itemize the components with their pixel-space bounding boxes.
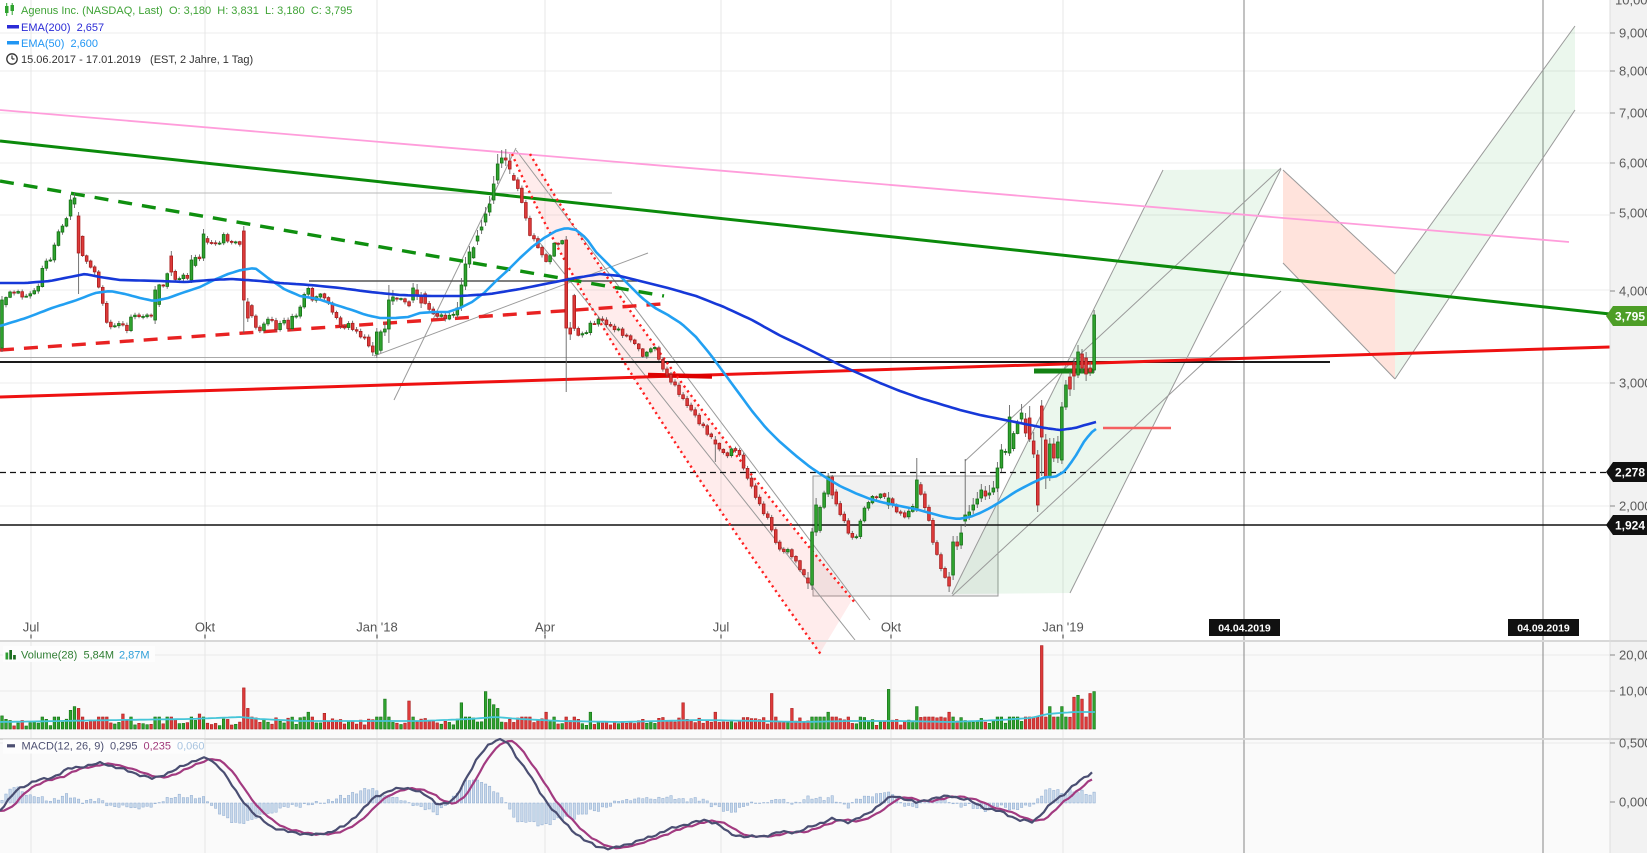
svg-text:8,000: 8,000	[1619, 64, 1647, 79]
svg-text:Agenus Inc. (NASDAQ, Last) O:: Agenus Inc. (NASDAQ, Last) O: 3,180 H: 3…	[21, 5, 352, 17]
svg-text:2,278: 2,278	[1615, 466, 1645, 480]
svg-text:Apr: Apr	[535, 620, 556, 635]
svg-text:10,00: 10,00	[1619, 684, 1647, 699]
svg-text:3,795: 3,795	[1615, 310, 1645, 324]
svg-text:4,000: 4,000	[1619, 284, 1647, 299]
svg-text:Jan '18: Jan '18	[356, 620, 398, 635]
svg-text:20,00: 20,00	[1619, 648, 1647, 663]
svg-text:10,00: 10,00	[1615, 0, 1647, 8]
svg-text:9,000: 9,000	[1619, 26, 1647, 41]
svg-text:MACD(12, 26, 9): MACD(12, 26, 9)	[22, 741, 105, 753]
svg-text:3,000: 3,000	[1619, 376, 1647, 391]
svg-text:0,000: 0,000	[1619, 795, 1647, 810]
svg-text:0,235: 0,235	[144, 741, 172, 753]
svg-text:0,060: 0,060	[177, 741, 205, 753]
svg-text:15.06.2017 - 17.01.2019 (EST: 15.06.2017 - 17.01.2019 (EST, 2 Jahre, 1…	[21, 54, 253, 66]
svg-text:0,500: 0,500	[1619, 736, 1647, 751]
svg-text:2,000: 2,000	[1619, 499, 1647, 514]
svg-text:0,295: 0,295	[110, 741, 138, 753]
svg-text:1,924: 1,924	[1615, 519, 1645, 533]
svg-text:Jul: Jul	[23, 620, 40, 635]
svg-text:04.09.2019: 04.09.2019	[1517, 623, 1570, 635]
svg-text:5,000: 5,000	[1619, 206, 1647, 221]
svg-text:EMA(50) 2,600: EMA(50) 2,600	[21, 38, 98, 50]
svg-text:5,84M: 5,84M	[84, 650, 115, 662]
svg-text:6,000: 6,000	[1619, 156, 1647, 171]
svg-text:Volume(28): Volume(28)	[21, 650, 77, 662]
svg-text:EMA(200) 2,657: EMA(200) 2,657	[21, 22, 104, 34]
svg-text:Jan '19: Jan '19	[1042, 620, 1084, 635]
svg-text:Okt: Okt	[195, 620, 216, 635]
svg-text:Jul: Jul	[713, 620, 730, 635]
svg-text:04.04.2019: 04.04.2019	[1218, 623, 1271, 635]
svg-text:7,000: 7,000	[1619, 106, 1647, 121]
svg-text:2,87M: 2,87M	[119, 650, 150, 662]
svg-text:Okt: Okt	[881, 620, 902, 635]
